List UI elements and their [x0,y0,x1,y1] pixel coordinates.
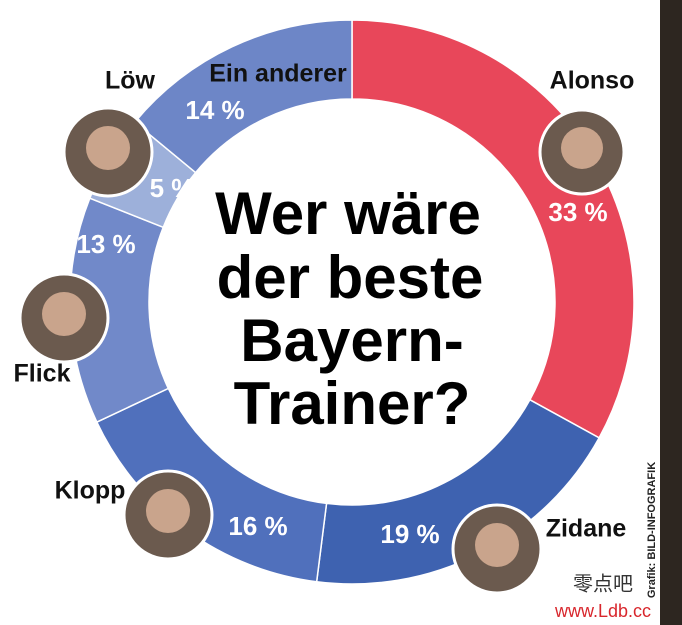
category-label: Löw [105,67,156,95]
portrait-face [146,489,190,533]
source: Grafik: BILD-INFOGRAFIK [646,462,658,598]
edge-strip [660,0,682,625]
portrait-face [561,127,603,169]
portrait-face [42,292,86,336]
value-label: 13 % [76,229,135,259]
chart-title-line: der beste [217,244,484,311]
value-label: 5 % [150,173,195,203]
category-label: Ein anderer [209,60,347,88]
category-label: Zidane [546,515,627,543]
category-label: Flick [14,360,71,388]
chart-title-line: Trainer? [234,370,471,437]
chart-title-line: Bayern- [240,307,463,374]
category-label: Alonso [550,67,635,95]
value-label: 33 % [548,197,607,227]
watermark: 零点吧 [573,572,633,596]
value-label: 16 % [228,511,287,541]
watermark: www.Ldb.cc [554,601,651,621]
value-label: 14 % [185,95,244,125]
portrait-face [86,126,130,170]
portrait-face [475,523,519,567]
category-label: Klopp [55,477,126,505]
value-label: 19 % [380,519,439,549]
chart-title-line: Wer wäre [215,180,481,247]
donut-segment [133,19,353,174]
